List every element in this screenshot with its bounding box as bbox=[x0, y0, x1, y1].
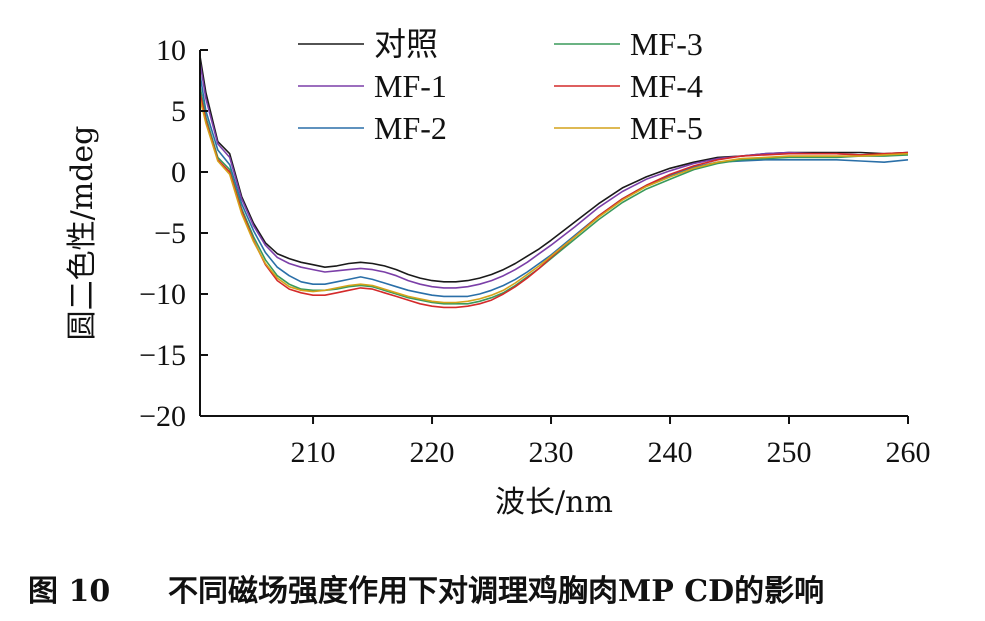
cd-spectrum-chart: 210 220 230 240 250 260 10 5 0 −5 −10 −15 −20 波长/nm… bbox=[65, 26, 931, 520]
y-axis-label: 圆二色性/mdeg bbox=[65, 126, 100, 341]
x-tick-label: 220 bbox=[410, 436, 455, 469]
y-tick-label: −15 bbox=[139, 339, 186, 372]
figure-title: 不同磁场强度作用下对调理鸡胸肉MP CD的影响 bbox=[168, 574, 825, 609]
x-tick-label: 230 bbox=[529, 436, 574, 469]
legend-label-4: MF-3 bbox=[630, 26, 703, 62]
legend-label-6: MF-5 bbox=[630, 110, 703, 146]
series-line-5 bbox=[199, 92, 909, 309]
figure-number: 图 10 bbox=[28, 574, 111, 609]
y-tick-label: −5 bbox=[154, 217, 186, 250]
x-axis-label: 波长/nm bbox=[495, 485, 613, 520]
legend-label-1: 对照 bbox=[374, 26, 438, 62]
x-tick-label: 240 bbox=[648, 436, 693, 469]
y-tick-label: 10 bbox=[156, 34, 186, 67]
y-tick-label: −20 bbox=[139, 400, 186, 433]
y-tick-label: 0 bbox=[171, 156, 186, 189]
x-tick-label: 210 bbox=[291, 436, 336, 469]
series-line-4 bbox=[199, 86, 909, 305]
series-line-6 bbox=[199, 98, 909, 304]
legend-label-5: MF-4 bbox=[630, 68, 703, 104]
y-tick-label: −10 bbox=[139, 278, 186, 311]
figure-caption: 图 10 不同磁场强度作用下对调理鸡胸肉MP CD的影响 bbox=[28, 566, 824, 610]
legend-label-3: MF-2 bbox=[374, 110, 447, 146]
legend-label-2: MF-1 bbox=[374, 68, 447, 104]
series-line-1 bbox=[199, 55, 909, 283]
plot-lines bbox=[199, 55, 909, 309]
x-ticks: 210 220 230 240 250 260 bbox=[291, 416, 931, 469]
legend: 对照 MF-1 MF-2 MF-3 MF-4 MF-5 bbox=[298, 26, 703, 146]
x-tick-label: 250 bbox=[767, 436, 812, 469]
x-tick-label: 260 bbox=[886, 436, 931, 469]
y-ticks: 10 5 0 −5 −10 −15 −20 bbox=[139, 34, 208, 433]
y-tick-label: 5 bbox=[171, 95, 186, 128]
